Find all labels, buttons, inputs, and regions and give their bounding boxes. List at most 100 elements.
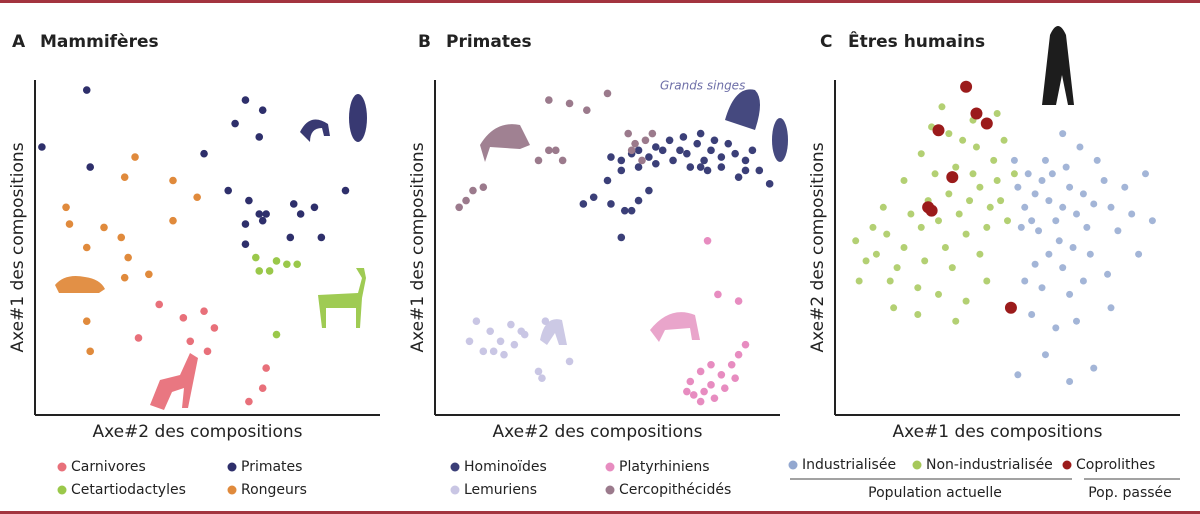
point — [907, 210, 915, 218]
legend-label: Rongeurs — [241, 482, 307, 498]
point — [1073, 317, 1080, 325]
point — [917, 223, 925, 231]
point — [683, 149, 691, 158]
point — [1031, 190, 1039, 198]
point — [641, 136, 650, 145]
point — [341, 186, 350, 195]
point — [1059, 264, 1067, 272]
point — [696, 163, 705, 171]
point — [1128, 210, 1136, 218]
point — [634, 163, 643, 171]
point — [296, 210, 305, 218]
point — [1083, 223, 1091, 231]
point — [946, 171, 959, 184]
point — [500, 350, 508, 359]
legend-label: Cercopithécidés — [619, 482, 731, 498]
point — [1024, 170, 1032, 178]
point — [938, 103, 946, 111]
point — [469, 186, 477, 195]
point — [179, 314, 188, 322]
legend-marker — [57, 462, 67, 472]
point — [62, 203, 70, 212]
point — [255, 267, 264, 275]
point — [541, 317, 550, 326]
point — [82, 243, 91, 252]
point — [734, 173, 743, 181]
point — [679, 133, 688, 141]
point — [82, 317, 91, 326]
point — [1104, 270, 1112, 278]
point — [935, 217, 942, 225]
point — [983, 277, 991, 285]
point — [1021, 277, 1029, 285]
point — [1121, 183, 1129, 191]
point — [534, 156, 543, 165]
point — [969, 170, 977, 178]
point — [1021, 203, 1029, 211]
point — [210, 324, 219, 332]
point — [972, 143, 980, 151]
point — [131, 153, 139, 161]
x-axis-label: Axe#2 des compositions — [492, 422, 702, 442]
point — [1066, 290, 1074, 298]
bottom-border — [0, 511, 1200, 514]
legend-label: Primates — [241, 459, 302, 475]
point — [645, 153, 653, 161]
point — [169, 176, 177, 185]
point — [1079, 190, 1087, 198]
point — [1045, 250, 1053, 258]
legend-label: Carnivores — [71, 459, 146, 475]
legend-marker — [57, 485, 67, 495]
point — [1028, 217, 1036, 225]
point — [258, 216, 267, 225]
point — [231, 119, 239, 128]
point — [538, 374, 546, 382]
point — [545, 96, 553, 104]
point — [1148, 217, 1156, 225]
point — [317, 233, 326, 242]
point — [721, 384, 729, 393]
point — [117, 233, 126, 242]
legend-marker — [605, 462, 615, 472]
point — [872, 250, 880, 258]
legend-label: Cetartiodactyles — [71, 482, 186, 498]
point — [1066, 183, 1074, 191]
point — [283, 260, 291, 269]
point — [255, 133, 264, 141]
legend-label: Non-industrialisée — [926, 457, 1053, 473]
point — [169, 216, 177, 225]
point — [589, 193, 598, 202]
point — [959, 136, 967, 144]
point — [1041, 156, 1049, 164]
point — [1079, 277, 1087, 285]
point — [310, 203, 319, 212]
point — [520, 330, 529, 339]
point — [617, 156, 626, 165]
point — [583, 106, 591, 114]
point — [1004, 217, 1011, 225]
legend-marker — [227, 462, 237, 472]
point — [286, 233, 295, 242]
point — [479, 347, 488, 356]
point — [631, 139, 639, 148]
point — [241, 96, 250, 104]
point — [245, 196, 253, 205]
point — [700, 387, 708, 396]
point — [86, 163, 94, 171]
point — [931, 170, 939, 178]
point — [948, 264, 956, 272]
point — [186, 337, 195, 346]
point — [945, 130, 953, 138]
legend-marker — [227, 485, 237, 495]
point — [120, 173, 129, 181]
point — [765, 180, 774, 188]
point — [707, 360, 715, 369]
legend-marker — [605, 485, 615, 495]
point — [731, 374, 739, 382]
point — [551, 146, 560, 155]
point — [962, 230, 970, 238]
point — [696, 129, 705, 138]
point — [203, 347, 212, 356]
point — [1010, 156, 1018, 164]
point — [124, 253, 132, 262]
